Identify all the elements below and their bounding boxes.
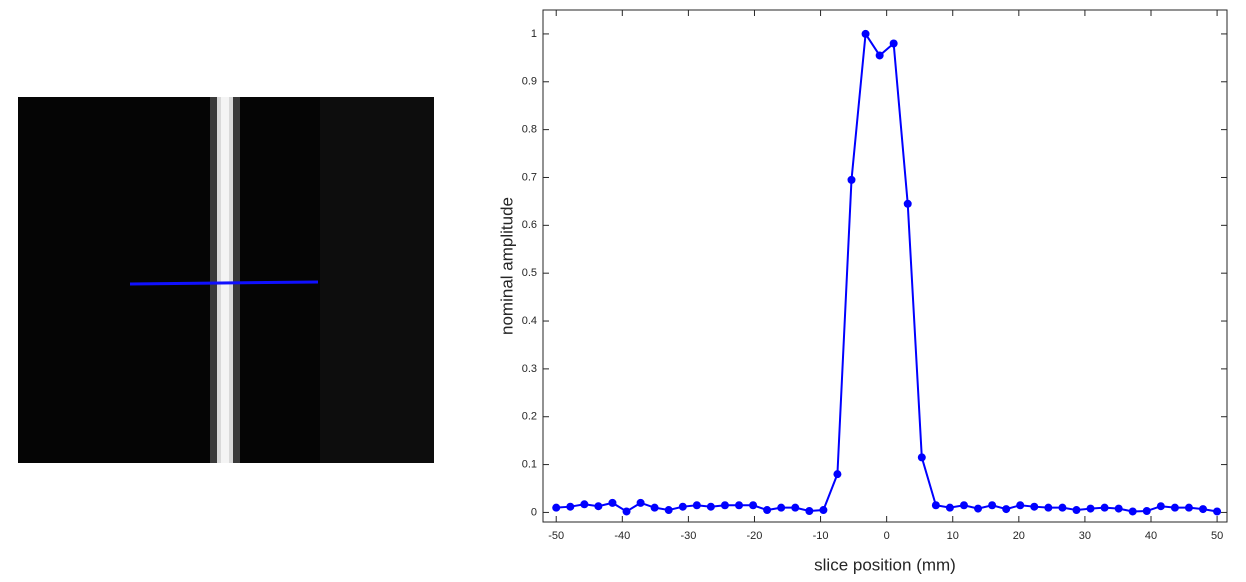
data-point	[945, 503, 954, 512]
data-point	[735, 501, 744, 510]
data-point	[931, 501, 940, 510]
data-point	[580, 500, 589, 509]
data-point	[1199, 505, 1208, 514]
x-tick-label: 20	[1013, 530, 1025, 542]
image-region	[320, 97, 434, 463]
y-tick-label: 1	[531, 28, 537, 40]
data-point	[1142, 506, 1151, 515]
plot-box	[542, 9, 1228, 523]
data-point	[805, 506, 814, 515]
y-tick-label: 0.1	[522, 458, 537, 470]
data-point	[1128, 507, 1137, 516]
data-point	[889, 39, 898, 48]
data-point	[636, 498, 645, 507]
data-point	[777, 503, 786, 512]
x-tick-label: 10	[947, 530, 959, 542]
data-point	[1114, 504, 1123, 513]
data-point	[988, 501, 997, 510]
x-tick-label: 40	[1145, 530, 1157, 542]
x-tick-label: 0	[884, 530, 890, 542]
x-tick-label: -50	[548, 530, 564, 542]
data-point	[875, 51, 884, 60]
data-point	[1156, 502, 1165, 511]
x-tick-label: -20	[747, 530, 763, 542]
y-tick-label: 0.3	[522, 363, 537, 375]
x-tick-label: -30	[680, 530, 696, 542]
y-tick-label: 0.5	[522, 267, 537, 279]
data-point	[552, 503, 561, 512]
data-point	[692, 501, 701, 510]
data-point	[678, 502, 687, 511]
data-point	[833, 470, 842, 479]
data-point	[1170, 503, 1179, 512]
data-point	[1044, 503, 1053, 512]
data-point	[749, 501, 758, 510]
data-point	[706, 502, 715, 511]
data-point	[1184, 503, 1193, 512]
profile-line	[129, 280, 319, 286]
data-point	[791, 503, 800, 512]
scan-image	[18, 97, 434, 463]
series-line	[556, 30, 1218, 513]
y-tick-label: 0.4	[522, 315, 537, 327]
x-tick-label: 30	[1079, 530, 1091, 542]
data-point	[594, 502, 603, 511]
x-tick-label: -10	[813, 530, 829, 542]
x-axis-label: slice position (mm)	[814, 555, 956, 574]
x-tick-label: -40	[614, 530, 630, 542]
data-point	[917, 453, 926, 462]
y-tick-label: 0.7	[522, 171, 537, 183]
data-point	[650, 503, 659, 512]
image-bar-core	[221, 97, 229, 463]
y-tick-label: 0	[531, 506, 537, 518]
x-tick-label: 50	[1211, 530, 1223, 542]
data-point	[1086, 504, 1095, 513]
data-point	[1030, 502, 1039, 511]
data-point	[566, 502, 575, 511]
data-point	[847, 175, 856, 184]
data-point	[622, 507, 631, 516]
data-point	[763, 506, 772, 515]
y-axis-label: nominal amplitude	[497, 197, 516, 335]
y-tick-label: 0.2	[522, 411, 537, 423]
data-point	[1213, 507, 1222, 516]
data-point	[664, 506, 673, 515]
data-point	[1002, 505, 1011, 514]
data-point	[1016, 501, 1025, 510]
y-tick-label: 0.8	[522, 124, 537, 136]
data-point	[1058, 503, 1067, 512]
y-tick-label: 0.9	[522, 76, 537, 88]
data-point	[861, 29, 870, 38]
data-point	[974, 504, 983, 513]
data-point	[1100, 503, 1109, 512]
data-point	[1072, 506, 1081, 515]
data-point	[608, 498, 617, 507]
data-point	[720, 501, 729, 510]
y-tick-label: 0.6	[522, 219, 537, 231]
data-point	[819, 506, 828, 515]
data-point	[959, 501, 968, 510]
data-point	[903, 199, 912, 208]
